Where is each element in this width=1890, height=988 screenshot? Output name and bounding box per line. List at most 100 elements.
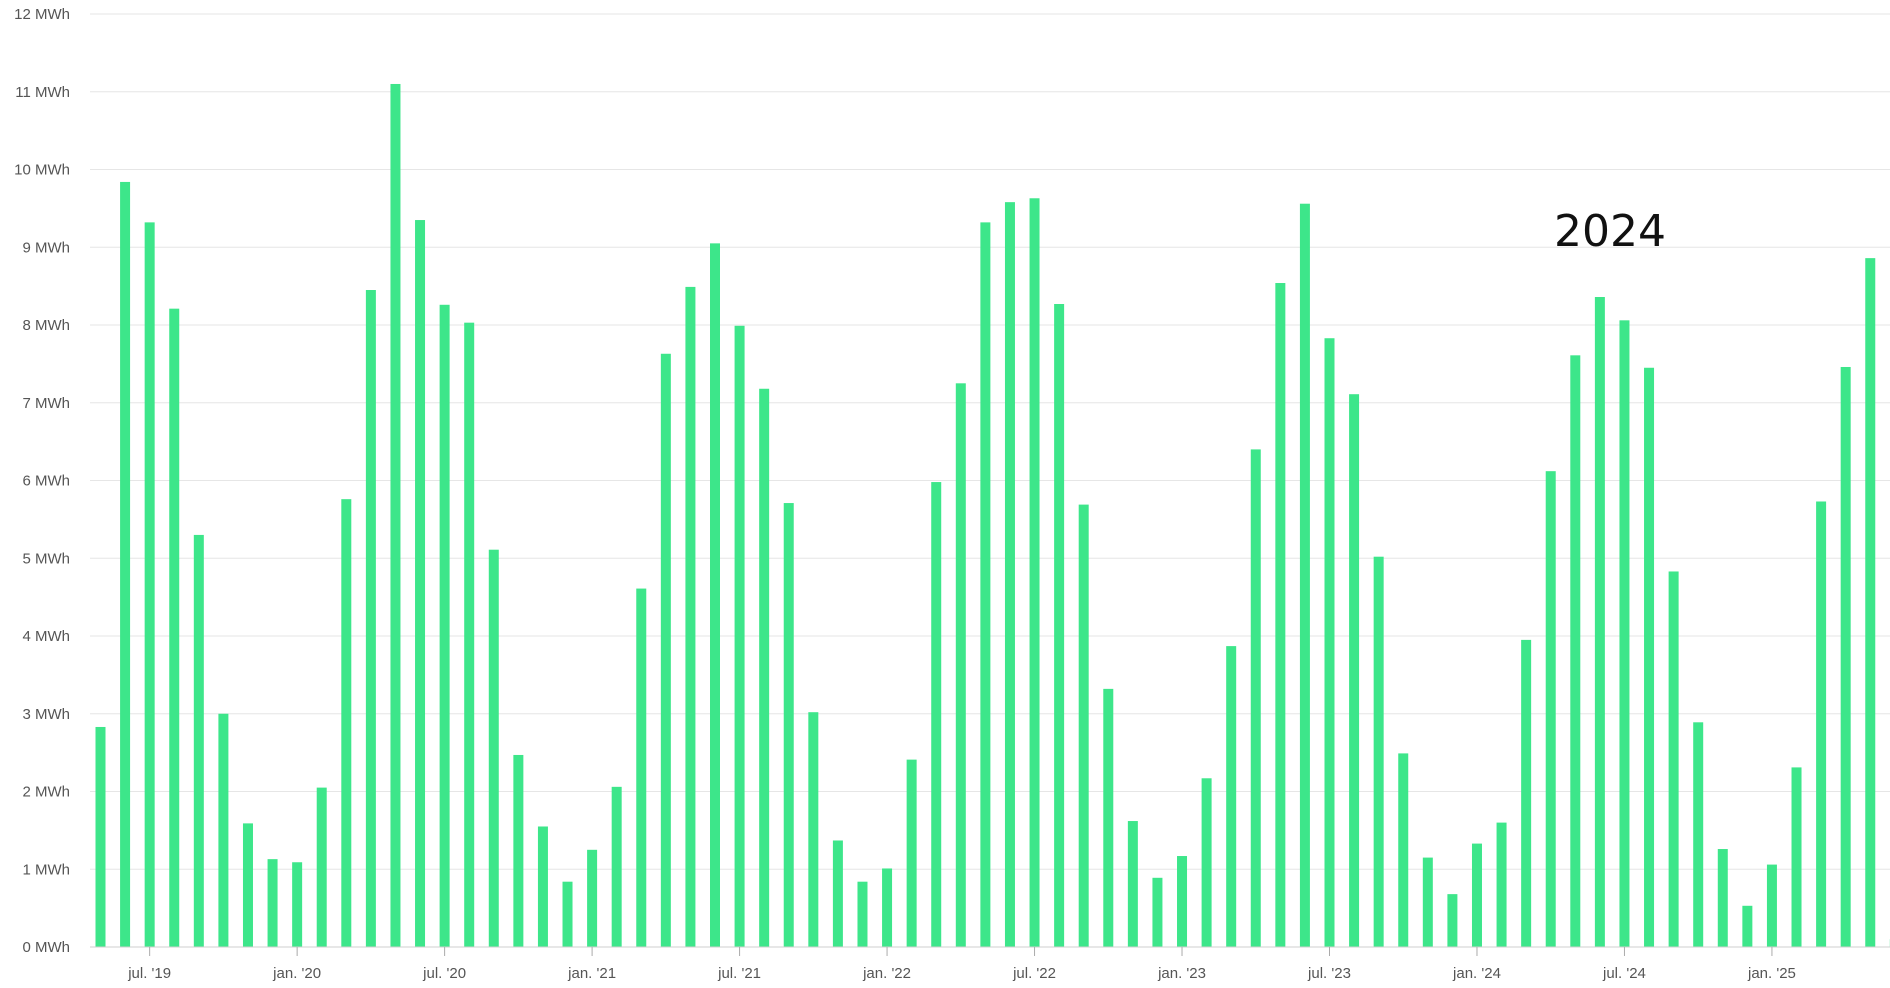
x-tick-label: jan. '22	[862, 965, 911, 982]
bar-2025-05[interactable]	[1865, 258, 1876, 947]
bar-2020-04[interactable]	[365, 290, 376, 947]
y-tick-label: 7 MWh	[22, 395, 70, 412]
x-tick-label: jul. '22	[1012, 965, 1056, 982]
x-tick-label: jan. '23	[1157, 965, 1206, 982]
bar-2020-09[interactable]	[488, 549, 499, 947]
bar-2022-12[interactable]	[1152, 877, 1163, 947]
y-tick-label: 5 MWh	[22, 550, 70, 567]
bar-2019-09[interactable]	[193, 534, 204, 947]
bar-2020-06[interactable]	[415, 220, 426, 948]
bar-2021-10[interactable]	[808, 712, 819, 947]
bar-2025-01[interactable]	[1766, 864, 1777, 947]
x-tick-label: jan. '24	[1452, 965, 1501, 982]
bar-2022-06[interactable]	[1004, 202, 1015, 947]
bar-2024-09[interactable]	[1668, 571, 1679, 947]
bar-2022-08[interactable]	[1054, 304, 1065, 947]
bar-2024-01[interactable]	[1471, 843, 1482, 947]
bar-2021-11[interactable]	[832, 840, 843, 947]
x-tick-label: jul. '20	[422, 965, 466, 982]
y-tick-label: 6 MWh	[22, 473, 70, 490]
bar-2019-06[interactable]	[120, 181, 131, 947]
bar-2022-03[interactable]	[931, 482, 942, 947]
bar-2021-04[interactable]	[660, 353, 671, 947]
bar-2023-01[interactable]	[1177, 856, 1188, 947]
bar-2022-05[interactable]	[980, 222, 991, 947]
bar-2023-08[interactable]	[1349, 394, 1360, 947]
bars	[95, 83, 1890, 948]
bar-2025-02[interactable]	[1791, 767, 1802, 947]
bar-2019-11[interactable]	[242, 823, 253, 947]
bar-2022-10[interactable]	[1103, 688, 1114, 947]
bar-2023-07[interactable]	[1324, 338, 1335, 948]
x-tick-label: jul. '24	[1602, 965, 1646, 982]
x-axis-ticks: jul. '19 jan. '20 jul. '20 jan. '21 jul. '21…	[127, 947, 1796, 982]
bar-2020-08[interactable]	[464, 322, 475, 947]
bar-2023-05[interactable]	[1275, 283, 1286, 947]
y-tick-label: 10 MWh	[14, 162, 70, 179]
x-tick-label: jan. '25	[1747, 965, 1796, 982]
bar-2021-12[interactable]	[857, 881, 868, 947]
y-tick-label: 1 MWh	[22, 861, 70, 878]
bar-2020-12[interactable]	[562, 881, 573, 947]
bar-2023-03[interactable]	[1226, 646, 1237, 947]
bar-2023-04[interactable]	[1250, 449, 1261, 947]
y-tick-label: 4 MWh	[22, 628, 70, 645]
bar-2021-06[interactable]	[710, 243, 720, 948]
bar-2021-08[interactable]	[759, 388, 770, 947]
bar-2022-02[interactable]	[906, 759, 917, 947]
bar-2019-08[interactable]	[169, 308, 180, 947]
y-tick-label: 2 MWh	[22, 784, 70, 801]
y-tick-label: 8 MWh	[22, 317, 70, 334]
bar-2023-12[interactable]	[1447, 894, 1458, 947]
y-tick-label: 9 MWh	[22, 239, 70, 256]
bar-2024-11[interactable]	[1717, 849, 1728, 947]
bar-2023-06[interactable]	[1299, 203, 1310, 947]
bar-2021-09[interactable]	[783, 503, 794, 947]
bar-2020-11[interactable]	[537, 826, 548, 947]
y-tick-label: 3 MWh	[22, 706, 70, 723]
bar-2019-07[interactable]	[144, 222, 155, 947]
bar-2024-03[interactable]	[1521, 639, 1532, 947]
bar-2023-09[interactable]	[1373, 556, 1384, 947]
bar-2025-04[interactable]	[1840, 366, 1851, 947]
bar-2020-03[interactable]	[341, 499, 352, 947]
y-tick-label: 11 MWh	[15, 84, 70, 101]
bar-2023-11[interactable]	[1422, 857, 1433, 947]
year-annotation: 2024	[1554, 206, 1666, 257]
x-tick-label: jan. '20	[272, 965, 321, 982]
bar-2024-07[interactable]	[1619, 320, 1630, 948]
bar-2021-07[interactable]	[734, 325, 745, 947]
bar-2024-12[interactable]	[1742, 905, 1753, 947]
bar-2019-12[interactable]	[267, 859, 278, 947]
bar-2021-02[interactable]	[611, 786, 622, 947]
y-tick-label: 12 MWh	[14, 6, 70, 23]
bar-2022-11[interactable]	[1127, 821, 1138, 947]
bar-2022-09[interactable]	[1078, 504, 1089, 947]
bar-2024-04[interactable]	[1545, 471, 1556, 947]
bar-2022-04[interactable]	[955, 383, 966, 947]
x-tick-label: jul. '19	[127, 965, 171, 982]
bar-2020-07[interactable]	[439, 304, 450, 947]
bar-2019-10[interactable]	[218, 713, 229, 947]
bar-2019-05[interactable]	[95, 726, 106, 947]
bar-2024-06[interactable]	[1594, 297, 1605, 947]
y-tick-label: 0 MWh	[22, 939, 70, 956]
bar-2021-03[interactable]	[636, 588, 647, 947]
bar-2024-08[interactable]	[1644, 367, 1655, 947]
bar-2021-01[interactable]	[587, 849, 598, 947]
x-tick-label: jan. '21	[567, 965, 616, 982]
bar-2020-02[interactable]	[316, 787, 327, 947]
bar-2020-01[interactable]	[292, 862, 303, 947]
bar-2025-03[interactable]	[1816, 501, 1827, 947]
bar-2024-10[interactable]	[1693, 722, 1704, 947]
bar-2024-05[interactable]	[1570, 355, 1581, 947]
bar-2022-01[interactable]	[882, 868, 893, 947]
bar-2021-05[interactable]	[685, 286, 696, 947]
bar-2020-10[interactable]	[513, 754, 524, 947]
bar-2023-02[interactable]	[1201, 778, 1212, 947]
bar-2020-05[interactable]	[390, 83, 401, 948]
bar-2023-10[interactable]	[1398, 753, 1409, 947]
bar-2024-02[interactable]	[1496, 822, 1507, 947]
bar-2022-07[interactable]	[1029, 198, 1040, 947]
